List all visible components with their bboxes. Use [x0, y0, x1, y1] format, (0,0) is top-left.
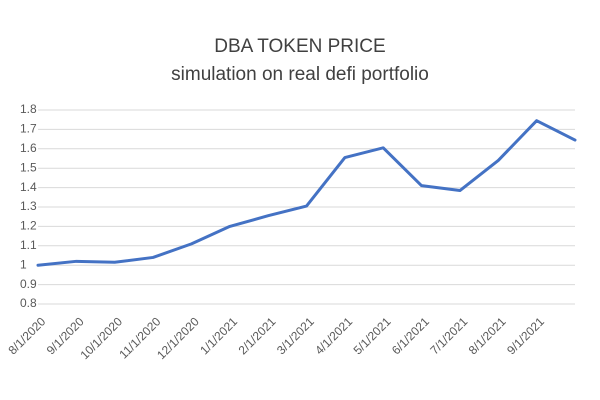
y-tick-label: 1	[20, 257, 27, 271]
y-tick-label: 1.3	[20, 199, 37, 213]
y-tick-label: 1.7	[20, 122, 37, 136]
y-tick-label: 0.8	[20, 296, 37, 310]
data-line	[36, 119, 577, 267]
chart-title: DBA TOKEN PRICE	[214, 36, 385, 57]
y-tick-label: 1.1	[20, 238, 37, 252]
y-tick-label: 1.5	[20, 160, 37, 174]
y-tick-label: 0.9	[20, 277, 37, 291]
y-tick-label: 1.2	[20, 219, 37, 233]
y-tick-label: 1.4	[20, 180, 37, 194]
y-tick-label: 1.6	[20, 141, 37, 155]
chart-subtitle: simulation on real defi portfolio	[171, 64, 429, 85]
y-tick-label: 1.8	[20, 102, 37, 116]
